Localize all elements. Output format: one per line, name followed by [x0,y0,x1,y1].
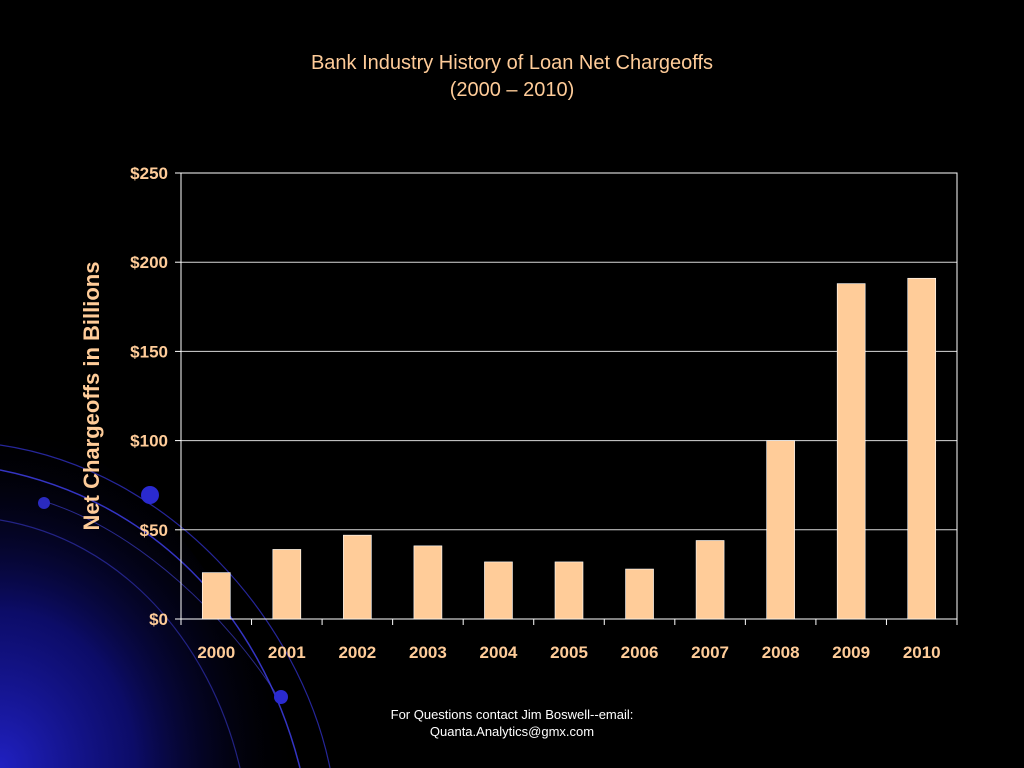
x-tick-label: 2010 [903,643,941,662]
bar-2007 [695,540,725,620]
x-tick-label: 2002 [338,643,376,662]
x-tick-label: 2006 [621,643,659,662]
background-dot [141,486,159,504]
background-arc [0,519,241,768]
background-arc [0,444,331,768]
y-tick-label: $50 [140,521,168,540]
bar-2008 [766,440,795,620]
y-tick-label: $100 [130,432,168,451]
x-tick-label: 2000 [197,643,235,662]
x-tick-label: 2003 [409,643,447,662]
chart-title-line2: (2000 – 2010) [449,79,575,101]
x-tick-label: 2001 [268,643,306,662]
bar-2009 [836,283,866,620]
y-tick-label: $200 [130,253,168,272]
background-arc [39,499,281,701]
x-tick-label: 2007 [691,643,729,662]
background-dot [274,690,288,704]
x-tick-label: 2004 [480,643,518,662]
x-tick-label: 2009 [832,643,870,662]
x-tick-label: 2005 [550,643,588,662]
bar-2010 [907,277,937,620]
bar-2006 [625,568,654,620]
footer-contact-line: For Questions contact Jim Boswell--email… [390,707,634,722]
footer-email[interactable]: Quanta.Analytics@gmx.com [429,724,595,739]
bar-2003 [413,545,443,620]
y-tick-label: $150 [130,342,168,361]
bar-2004 [484,561,513,620]
x-tick-label: 2008 [762,643,800,662]
y-tick-label: $250 [130,164,168,183]
background-arc [0,469,301,768]
footer: For Questions contact Jim Boswell--email… [0,706,1024,740]
bar-2002 [343,534,372,620]
y-tick-label: $0 [149,610,168,629]
background-glow [0,420,300,768]
background-dot [38,497,50,509]
bar-2005 [554,561,584,620]
bar-2000 [201,572,231,620]
chart-title-line1: Bank Industry History of Loan Net Charge… [310,52,714,74]
bar-2001 [272,549,302,620]
